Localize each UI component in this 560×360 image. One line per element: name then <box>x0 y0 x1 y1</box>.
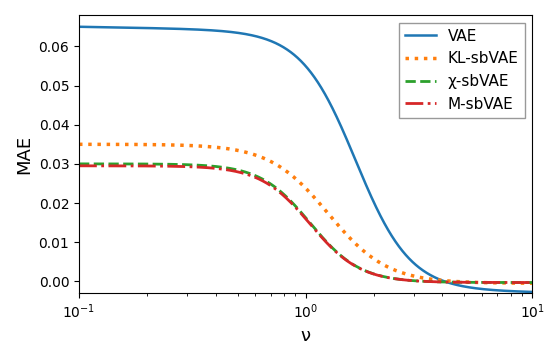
Line: VAE: VAE <box>79 27 533 292</box>
KL-sbVAE <box>76 142 82 147</box>
M-sbVAE <box>99 164 105 168</box>
Line: KL-sbVAE: KL-sbVAE <box>79 144 533 283</box>
Line: χ-sbVAE: χ-sbVAE <box>79 164 533 283</box>
VAE <box>516 289 522 294</box>
Legend: VAE, KL-sbVAE, χ-sbVAE, M-sbVAE: VAE, KL-sbVAE, χ-sbVAE, M-sbVAE <box>399 23 525 118</box>
χ-sbVAE <box>296 208 303 213</box>
χ-sbVAE <box>529 280 536 285</box>
M-sbVAE <box>433 280 440 284</box>
Line: M-sbVAE: M-sbVAE <box>79 166 533 283</box>
KL-sbVAE <box>99 142 105 147</box>
M-sbVAE <box>296 210 303 214</box>
KL-sbVAE <box>433 278 440 282</box>
χ-sbVAE <box>99 162 105 166</box>
M-sbVAE <box>516 280 522 285</box>
χ-sbVAE <box>284 196 291 200</box>
KL-sbVAE <box>516 281 522 285</box>
VAE <box>76 24 82 29</box>
χ-sbVAE <box>76 162 82 166</box>
KL-sbVAE <box>516 281 522 285</box>
VAE <box>296 58 303 62</box>
M-sbVAE <box>284 197 291 201</box>
KL-sbVAE <box>529 281 536 285</box>
KL-sbVAE <box>284 170 291 174</box>
χ-sbVAE <box>516 280 522 285</box>
χ-sbVAE <box>516 280 522 285</box>
X-axis label: ν: ν <box>301 327 311 345</box>
VAE <box>284 48 291 52</box>
M-sbVAE <box>516 280 522 285</box>
VAE <box>529 290 536 294</box>
M-sbVAE <box>529 280 536 285</box>
KL-sbVAE <box>296 180 303 184</box>
Y-axis label: MAE: MAE <box>15 135 33 174</box>
M-sbVAE <box>76 164 82 168</box>
χ-sbVAE <box>433 280 440 284</box>
VAE <box>516 289 522 294</box>
VAE <box>99 25 105 29</box>
VAE <box>433 276 440 280</box>
